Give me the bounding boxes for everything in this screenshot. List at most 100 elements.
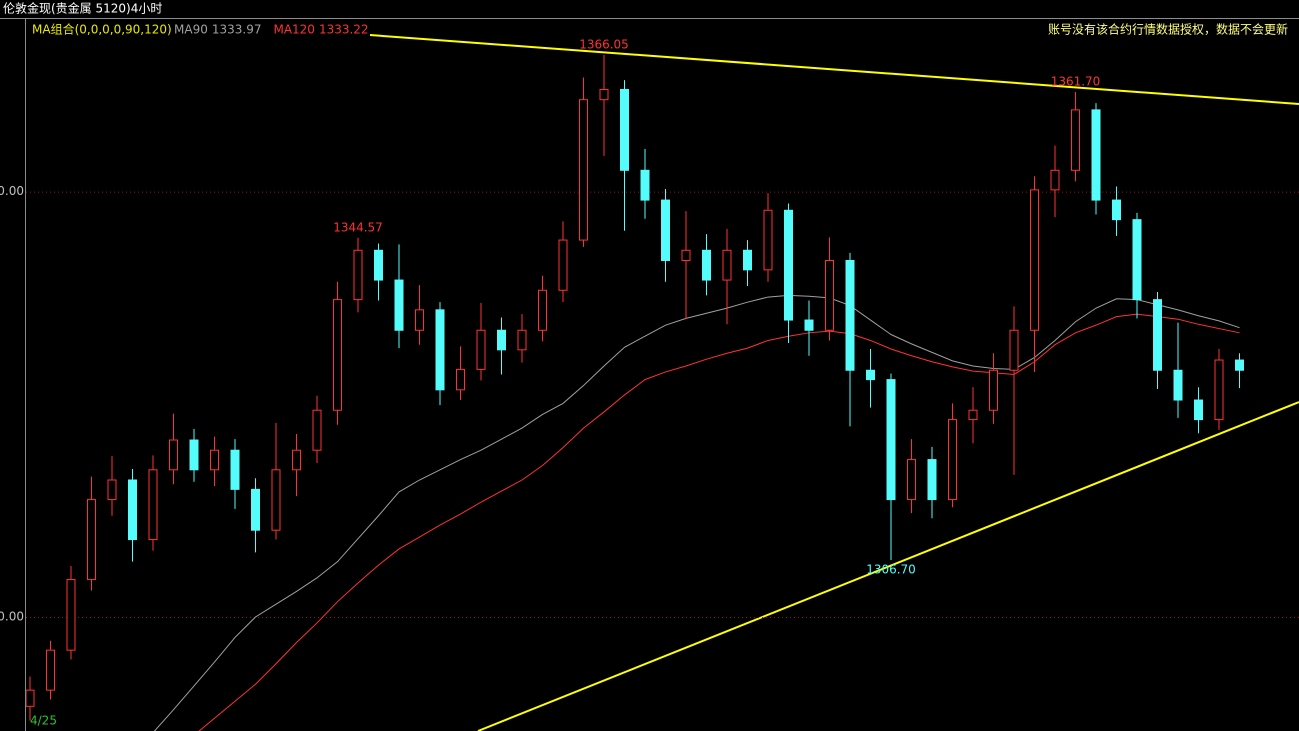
candle — [681, 211, 691, 320]
candle-body — [640, 169, 650, 201]
y-tick-label: 1300.00 — [0, 609, 24, 623]
candle-body — [989, 369, 998, 411]
candle-body — [784, 209, 793, 321]
candle-body — [435, 309, 445, 391]
candle — [640, 149, 650, 219]
candle — [599, 55, 609, 156]
candle — [26, 676, 35, 721]
candle-body — [845, 259, 855, 371]
candle-body — [825, 259, 834, 331]
candle — [1214, 348, 1224, 430]
legend-value: 1333.22 — [319, 23, 369, 37]
notice: 账号没有该合约行情数据授权，数据不会更新 — [1048, 22, 1288, 37]
candle — [87, 476, 96, 591]
candle — [702, 234, 711, 296]
candle — [558, 221, 568, 303]
candle — [415, 285, 424, 345]
candle — [763, 193, 773, 282]
candle-body — [866, 369, 875, 381]
candle-body — [538, 289, 547, 331]
candle-body — [46, 649, 55, 691]
legend-name: MA90 — [174, 23, 208, 37]
candle — [230, 439, 240, 509]
candle — [66, 565, 76, 660]
candle — [292, 434, 301, 497]
candle — [784, 203, 793, 344]
candle — [866, 348, 875, 408]
candle — [148, 455, 158, 551]
candle-body — [1091, 109, 1101, 201]
candle — [1153, 291, 1162, 389]
candle-body — [517, 329, 527, 351]
candle — [538, 275, 547, 342]
price-annotation: 1306.70 — [866, 562, 916, 576]
ma-line — [153, 294, 1240, 731]
candle — [333, 281, 342, 425]
candle-body — [476, 329, 486, 370]
candle-body — [579, 99, 588, 241]
trendline — [477, 401, 1299, 731]
candle-body — [210, 449, 219, 471]
candle — [517, 314, 527, 363]
candle — [743, 240, 752, 287]
candle-body — [1030, 189, 1039, 331]
candle — [210, 436, 219, 486]
candle — [886, 373, 896, 560]
candle-body — [271, 469, 281, 531]
candle-body — [907, 459, 916, 501]
candle — [845, 252, 855, 427]
candle — [476, 303, 486, 381]
candle-body — [1173, 369, 1183, 401]
candle — [989, 353, 998, 424]
candle-body — [312, 409, 322, 451]
candle-body — [599, 88, 609, 101]
candle — [1173, 322, 1183, 418]
plot-area — [26, 55, 1299, 731]
candle — [1112, 186, 1121, 236]
candle-body — [333, 299, 342, 411]
candle-body — [743, 249, 752, 271]
candle — [1235, 353, 1244, 389]
candle — [1071, 92, 1080, 182]
candle-body — [927, 459, 937, 501]
legend-value: 1333.97 — [212, 23, 262, 37]
candle-body — [148, 469, 158, 541]
candle — [497, 317, 506, 375]
candle — [907, 439, 916, 514]
candle — [189, 428, 199, 482]
candle-body — [26, 689, 35, 707]
price-annotation: 1366.05 — [579, 38, 629, 52]
candle-body — [497, 329, 506, 351]
candle — [1050, 145, 1060, 218]
candle — [271, 422, 281, 540]
candle — [804, 300, 814, 356]
trendlines — [369, 34, 1299, 731]
candle — [107, 456, 117, 516]
candle-body — [558, 239, 568, 291]
candle — [968, 387, 978, 444]
candle-body — [886, 379, 896, 501]
candle-body — [1009, 329, 1019, 371]
price-annotation: 1361.70 — [1051, 75, 1101, 89]
candle-body — [456, 368, 465, 391]
candle-body — [66, 579, 76, 651]
candle — [620, 80, 629, 231]
candle-body — [1132, 219, 1142, 301]
x-label: 4/25 — [30, 714, 57, 728]
candle — [661, 189, 670, 282]
candle — [456, 346, 465, 401]
candle — [374, 243, 383, 301]
candle — [312, 395, 322, 463]
candle — [1009, 306, 1019, 475]
candle-body — [1153, 299, 1162, 371]
candle-body — [107, 479, 117, 501]
candle-body — [763, 209, 773, 271]
candle-body — [374, 249, 383, 281]
candle-body — [1194, 399, 1203, 421]
legend-title: MA组合(0,0,0,0,90,120) — [32, 22, 172, 37]
candle-body — [1112, 199, 1121, 221]
candle — [353, 237, 363, 313]
candle — [1091, 103, 1101, 215]
